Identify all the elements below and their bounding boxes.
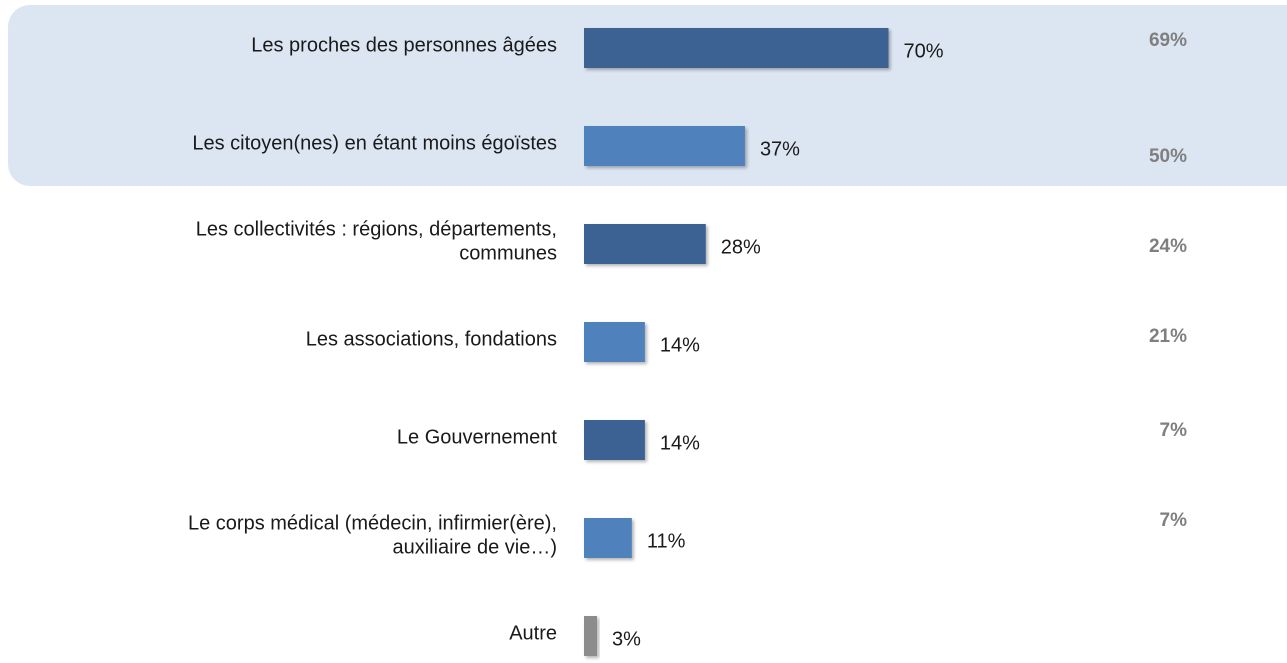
category-label: auxiliaire de vie…) bbox=[392, 536, 557, 558]
bar bbox=[584, 518, 632, 558]
category-label: Les collectivités : régions, département… bbox=[196, 218, 557, 240]
comparison-label: 50% bbox=[1149, 146, 1187, 167]
bar bbox=[584, 28, 889, 68]
value-label: 11% bbox=[647, 530, 686, 552]
comparison-label: 24% bbox=[1149, 236, 1187, 257]
value-label: 14% bbox=[660, 334, 700, 356]
comparison-label: 69% bbox=[1149, 30, 1187, 51]
comparison-label: 7% bbox=[1160, 510, 1188, 531]
value-label: 70% bbox=[904, 40, 944, 62]
bar bbox=[584, 322, 645, 362]
bar bbox=[584, 224, 706, 264]
bar bbox=[584, 420, 645, 460]
category-label: Les citoyen(nes) en étant moins égoïstes bbox=[192, 132, 557, 154]
category-label: Autre bbox=[509, 622, 557, 644]
category-label: communes bbox=[459, 242, 557, 264]
comparison-label: 7% bbox=[1160, 420, 1188, 441]
comparison-label: 21% bbox=[1149, 326, 1187, 347]
category-label: Les proches des personnes âgées bbox=[251, 34, 557, 56]
bar bbox=[584, 616, 598, 656]
value-label: 14% bbox=[660, 432, 700, 454]
bar bbox=[584, 126, 745, 166]
value-label: 28% bbox=[721, 236, 761, 258]
value-label: 37% bbox=[760, 138, 800, 160]
category-label: Le corps médical (médecin, infirmier(ère… bbox=[188, 512, 557, 534]
value-label: 3% bbox=[612, 628, 641, 650]
highlight-band bbox=[8, 5, 1287, 186]
category-label: Le Gouvernement bbox=[397, 426, 558, 448]
category-label: Les associations, fondations bbox=[306, 328, 557, 350]
